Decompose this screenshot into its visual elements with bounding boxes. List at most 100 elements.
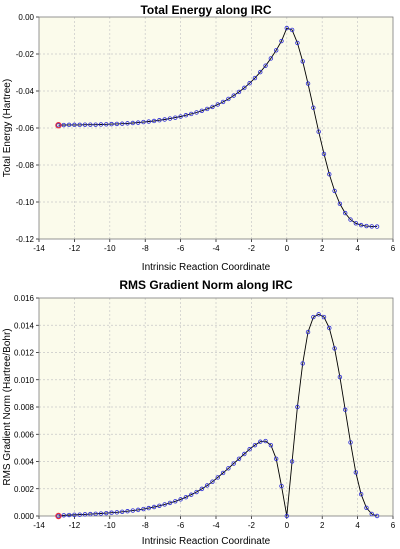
data-point xyxy=(77,512,82,517)
data-point xyxy=(284,513,289,519)
data-point xyxy=(204,483,210,488)
x-tick-label: 2 xyxy=(320,244,325,253)
data-point xyxy=(82,122,88,127)
data-point xyxy=(189,111,194,117)
data-point xyxy=(300,59,305,64)
data-point xyxy=(119,509,125,514)
data-point xyxy=(194,110,199,115)
data-point xyxy=(321,314,327,320)
x-axis-title: Intrinsic Reaction Coordinate xyxy=(142,262,271,273)
data-point xyxy=(327,325,332,331)
data-point xyxy=(364,505,369,511)
chart-title: RMS Gradient Norm along IRC xyxy=(119,278,293,292)
data-point xyxy=(183,494,189,500)
data-point xyxy=(300,361,305,366)
data-point xyxy=(337,201,343,207)
x-tick-label: -12 xyxy=(69,244,81,253)
x-tick-label: -8 xyxy=(142,244,150,253)
data-point xyxy=(178,114,183,119)
y-tick-label: 0.004 xyxy=(14,458,35,467)
data-point xyxy=(194,489,199,495)
data-point xyxy=(183,113,189,118)
data-point xyxy=(167,116,173,121)
data-point xyxy=(316,312,321,317)
data-point xyxy=(114,121,120,127)
x-tick-label: -2 xyxy=(248,521,256,530)
data-point xyxy=(104,510,109,516)
y-tick-label: 0.014 xyxy=(14,321,35,330)
x-axis-title: Intrinsic Reaction Coordinate xyxy=(142,536,271,547)
data-point xyxy=(162,117,167,122)
data-point xyxy=(56,123,61,128)
data-point xyxy=(141,506,146,512)
data-point xyxy=(109,510,114,515)
data-point xyxy=(210,479,215,484)
x-tick-label: 4 xyxy=(355,244,360,253)
data-point xyxy=(358,222,364,228)
y-tick-label: 0.00 xyxy=(18,13,34,22)
data-point xyxy=(119,121,125,126)
data-point xyxy=(311,314,316,320)
data-point xyxy=(343,407,348,412)
data-point xyxy=(199,486,205,492)
data-point xyxy=(66,122,72,128)
data-point xyxy=(369,224,374,229)
data-point xyxy=(353,221,359,226)
data-point xyxy=(56,513,61,519)
y-tick-label: 0.008 xyxy=(14,403,35,412)
data-point xyxy=(242,85,247,91)
data-point xyxy=(130,120,136,126)
data-point xyxy=(135,120,141,125)
data-point xyxy=(332,188,337,194)
highlight-point xyxy=(55,122,62,129)
data-point xyxy=(125,121,130,126)
data-point xyxy=(226,466,231,471)
data-point xyxy=(98,122,104,127)
data-point xyxy=(321,151,327,157)
data-point xyxy=(374,224,380,229)
highlight-point xyxy=(55,512,62,520)
data-point xyxy=(289,459,295,464)
data-point xyxy=(215,475,220,480)
y-tick-label: -0.12 xyxy=(16,235,35,244)
data-point xyxy=(231,93,236,98)
data-point xyxy=(348,440,353,445)
chart-title: Total Energy along IRC xyxy=(140,3,271,17)
y-tick-label: -0.10 xyxy=(16,198,35,207)
y-tick-label: -0.08 xyxy=(16,161,35,170)
data-point xyxy=(374,513,380,519)
y-tick-label: 0.000 xyxy=(14,512,35,521)
data-point xyxy=(353,470,359,475)
x-tick-label: 0 xyxy=(285,521,290,530)
data-point xyxy=(305,81,311,86)
data-point xyxy=(189,492,194,497)
data-point xyxy=(273,48,279,53)
data-point xyxy=(332,346,337,351)
x-tick-label: -4 xyxy=(212,521,220,530)
x-tick-label: 6 xyxy=(391,521,396,530)
data-point xyxy=(252,442,258,448)
data-point xyxy=(210,104,215,110)
data-point xyxy=(151,118,157,124)
data-point xyxy=(215,102,220,107)
data-point xyxy=(204,106,210,112)
x-tick-label: 4 xyxy=(355,521,360,530)
data-point xyxy=(316,129,321,134)
data-point xyxy=(252,75,258,81)
data-point xyxy=(220,99,226,105)
chart-panel-2: -14 -12 -10 -8 -6 -4 -2 0 2 4 6 0.016 0.014 0.012 0.01… xyxy=(2,278,396,547)
data-point xyxy=(364,223,369,229)
data-point xyxy=(77,122,82,128)
data-point xyxy=(114,510,120,515)
data-point xyxy=(167,500,173,506)
data-point xyxy=(162,502,167,507)
y-tick-label: 0.012 xyxy=(14,349,35,358)
x-tick-label: -10 xyxy=(104,244,116,253)
data-point xyxy=(199,108,205,113)
x-tick-label: -4 xyxy=(212,244,220,253)
data-point xyxy=(178,497,183,502)
data-point xyxy=(109,121,114,127)
y-axis-title: RMS Gradient Norm (Hartree/Bohr) xyxy=(2,328,13,485)
